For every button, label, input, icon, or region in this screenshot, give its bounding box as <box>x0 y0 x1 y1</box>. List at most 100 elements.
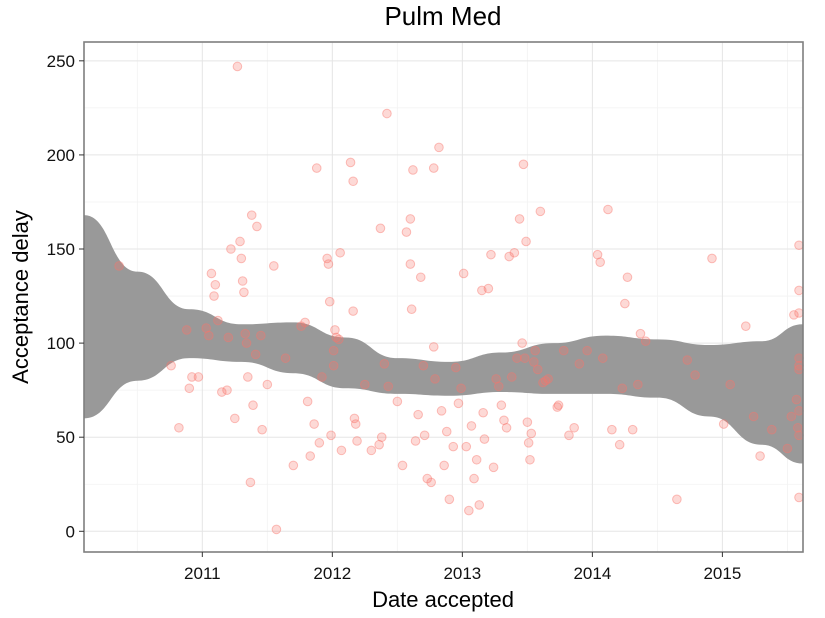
y-axis-label: Acceptance delay <box>8 210 33 384</box>
scatter-point <box>466 421 477 431</box>
scatter-point <box>526 428 537 439</box>
scatter-point <box>491 374 501 384</box>
y-tick-label: 250 <box>47 52 75 71</box>
scatter-point <box>592 249 603 260</box>
scatter-point <box>690 370 700 380</box>
scatter-point <box>725 379 735 390</box>
data-points <box>114 61 804 535</box>
scatter-point <box>786 411 797 422</box>
scatter-point <box>314 438 325 448</box>
scatter-point <box>379 359 390 369</box>
scatter-point <box>350 419 361 429</box>
scatter-point <box>794 353 804 363</box>
scatter-point <box>499 415 509 426</box>
scatter-point <box>230 413 240 424</box>
scatter-point <box>201 323 212 333</box>
scatter-point <box>514 214 525 224</box>
scatter-point <box>748 411 759 422</box>
scatter-point <box>740 321 751 331</box>
scatter-point <box>322 253 332 264</box>
scatter-point <box>418 360 429 371</box>
scatter-point <box>791 394 802 405</box>
scatter-point <box>114 261 124 271</box>
scatter-point <box>441 426 452 437</box>
scatter-point <box>540 375 551 386</box>
scatter-point <box>406 304 417 315</box>
scatter-point <box>184 383 195 394</box>
scatter-point <box>296 321 306 331</box>
scatter-point <box>206 268 217 279</box>
scatter-point <box>248 400 258 411</box>
scatter-point <box>474 500 485 510</box>
scatter-point <box>635 328 646 339</box>
scatter-point <box>348 306 358 316</box>
scatter-point <box>280 353 291 363</box>
scatter-point <box>334 334 344 345</box>
scatter-point <box>627 424 638 435</box>
scatter-point <box>345 157 356 168</box>
scatter-point <box>434 142 444 153</box>
scatter-point <box>330 325 340 335</box>
x-axis-ticks: 2011 2012 2013 2014 2015 <box>184 552 741 583</box>
scatter-point <box>413 409 423 420</box>
scatter-point <box>213 315 223 326</box>
scatter-point <box>243 372 253 382</box>
scatter-point <box>543 374 553 384</box>
scatter-point <box>401 227 412 237</box>
x-tick-label: 2011 <box>184 564 221 583</box>
scatter-point <box>792 422 803 433</box>
scatter-point <box>209 291 219 301</box>
grid-lines <box>84 42 803 552</box>
scatter-point <box>603 204 613 215</box>
scatter-point <box>252 221 262 232</box>
scatter-point <box>553 400 564 411</box>
y-tick-label: 50 <box>56 428 75 447</box>
scatter-point <box>512 353 522 363</box>
scatter-point <box>375 223 386 234</box>
scatter-point <box>349 413 360 424</box>
scatter-point <box>335 247 345 258</box>
scatter-point <box>415 272 426 283</box>
scatter-point <box>448 441 459 452</box>
scatter-point <box>582 345 592 356</box>
scatter-point <box>789 310 799 320</box>
scatter-point <box>451 362 461 373</box>
scatter-point <box>504 251 514 262</box>
scatter-point <box>204 330 214 341</box>
scatter-point <box>444 494 455 505</box>
scatter-point <box>408 165 418 175</box>
scatter-point <box>794 240 804 251</box>
scatter-point <box>323 259 334 269</box>
scatter-point <box>426 477 436 488</box>
scatter-point <box>766 424 777 435</box>
scatter-point <box>707 253 717 264</box>
scatter-point <box>794 308 804 318</box>
scatter-point <box>223 332 234 343</box>
scatter-point <box>464 505 474 516</box>
scatter-point <box>453 398 464 409</box>
scatter-point <box>509 247 520 258</box>
scatter-point <box>529 357 539 367</box>
scatter-point <box>461 441 472 452</box>
scatter-point <box>236 253 247 264</box>
scatter-point <box>428 163 439 173</box>
scatter-point <box>496 400 507 411</box>
scatter-point <box>331 332 342 343</box>
scatter-point <box>235 236 245 247</box>
scatter-point <box>525 454 535 465</box>
scatter-point <box>326 430 336 441</box>
scatter-point <box>317 372 327 382</box>
scatter-point <box>569 422 579 433</box>
scatter-point <box>682 355 693 365</box>
scatter-point <box>166 360 176 371</box>
y-axis-ticks: 0 50 100 150 200 250 <box>47 52 84 541</box>
scatter-point <box>672 494 682 505</box>
scatter-point <box>535 206 546 217</box>
scatter-point <box>552 402 563 412</box>
scatter-point <box>782 443 793 454</box>
scatter-point <box>300 317 310 328</box>
scatter-point <box>794 285 804 296</box>
scatter-point <box>597 353 608 363</box>
scatter-point <box>217 387 227 397</box>
